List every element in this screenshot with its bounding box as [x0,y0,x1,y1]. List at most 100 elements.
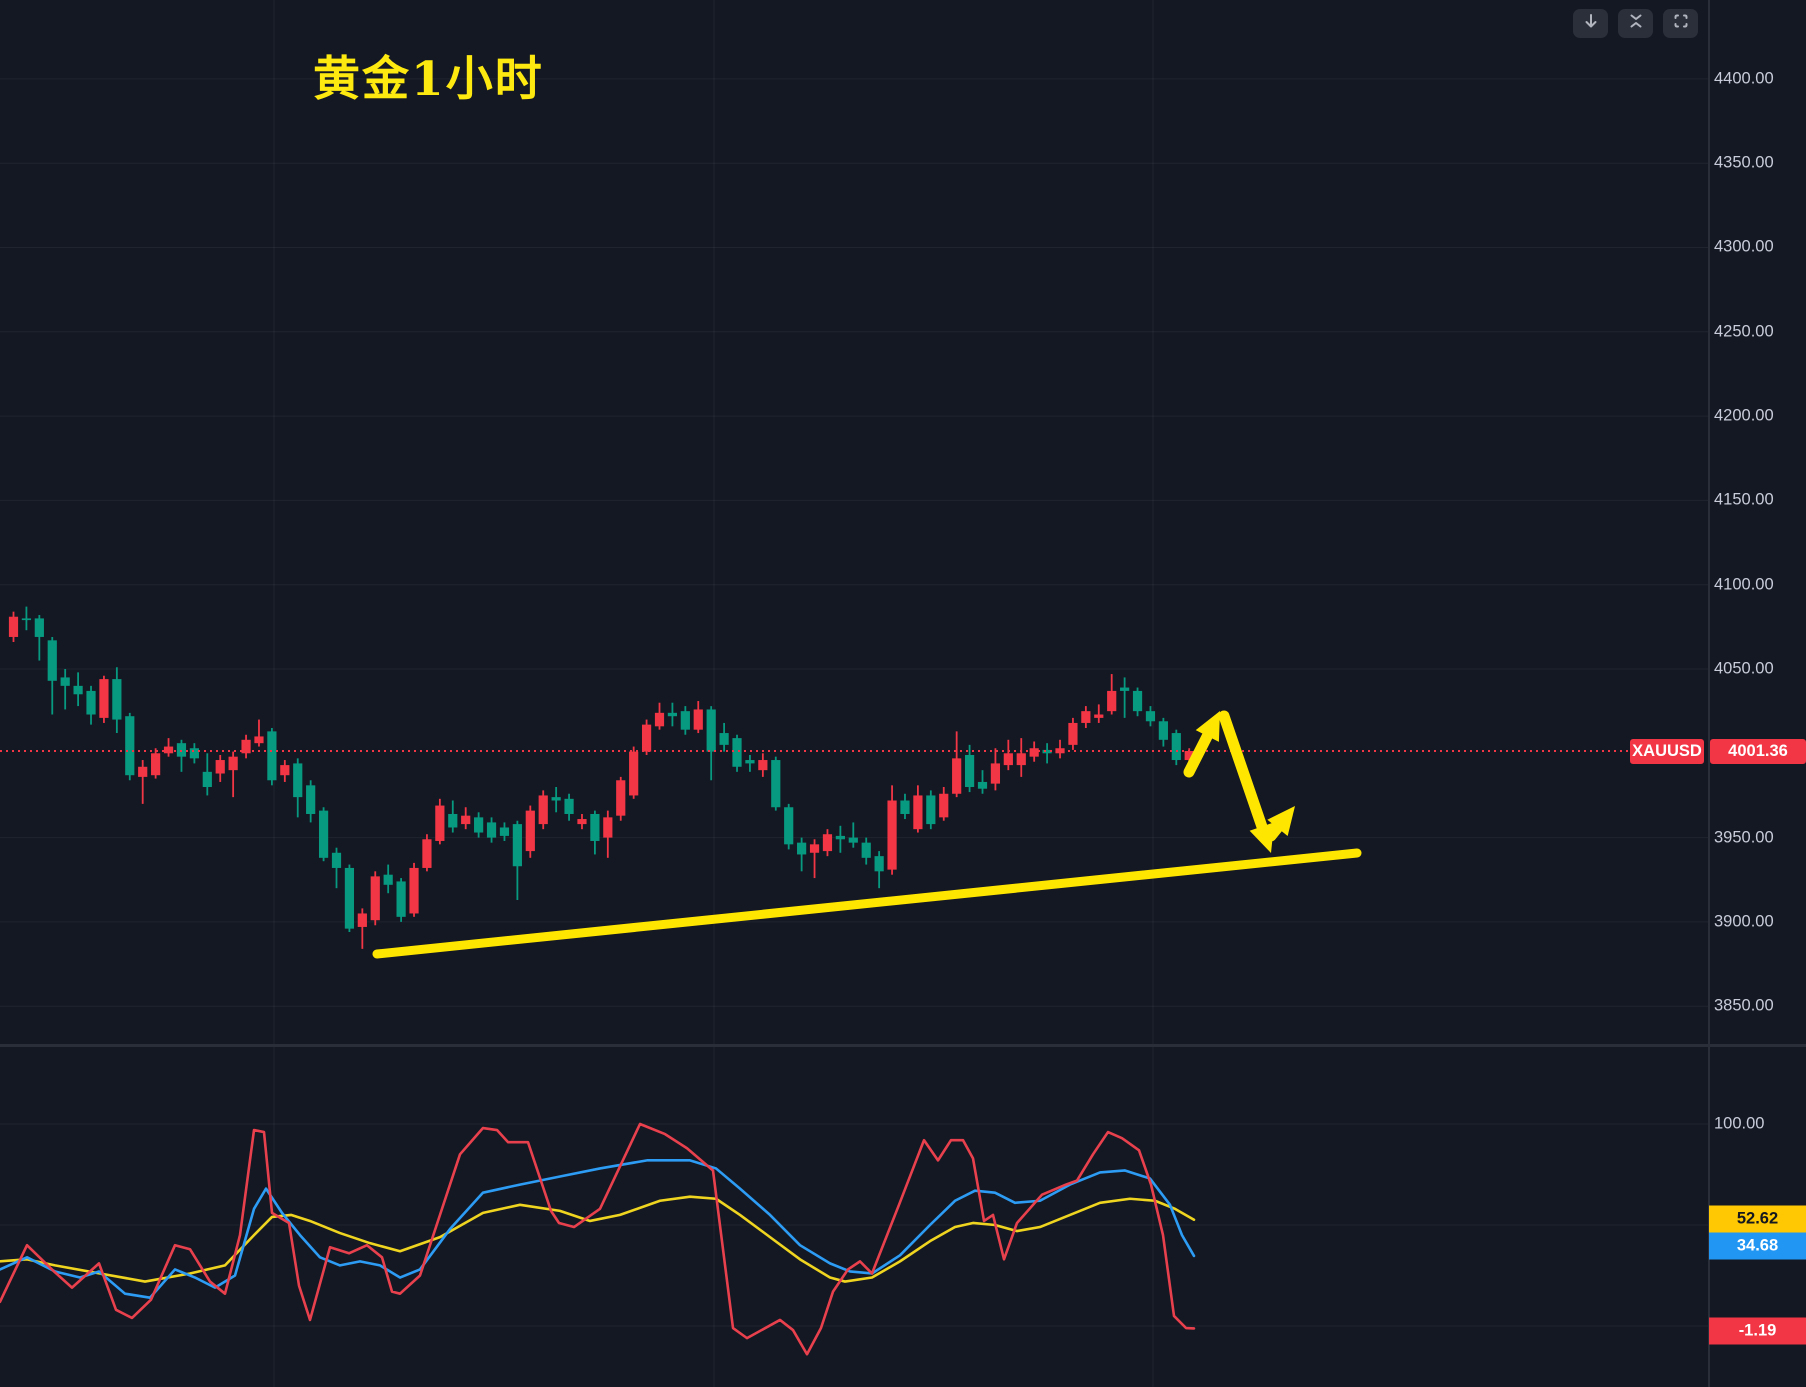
price-axis-label: 4200.00 [1714,406,1774,425]
candle-body-down [1158,721,1168,740]
candle-body-up [1003,753,1013,766]
candle-body-down [771,760,781,808]
scroll-to-recent-button[interactable] [1573,9,1608,38]
pane-toolbar [1573,9,1698,38]
candle-body-up [1184,751,1194,761]
candle-body-up [254,736,264,744]
candle-body-down [926,795,936,825]
candle-body-up [422,839,432,868]
candle-body-down [293,763,303,798]
candle-body-down [835,835,845,840]
price-axis-label: 4150.00 [1714,490,1774,509]
price-axis-label: 4300.00 [1714,237,1774,256]
indicator-line-yellow [0,1195,1196,1283]
candle-body-up [370,876,380,921]
candle-body-down [1145,711,1156,722]
candle-body-up [99,679,109,718]
candle-body-down [189,748,199,759]
price-axis-label: 4050.00 [1714,659,1774,678]
candle-body-down [499,827,510,836]
candle-body-down [732,738,742,767]
candle-body-down [267,731,277,781]
collapse-icon [1627,12,1645,35]
collapse-pane-button[interactable] [1618,9,1653,38]
candle-body-down [21,618,32,621]
candle-body-down [1120,687,1130,691]
pane-separator [0,1044,1806,1047]
candle-body-down [848,837,858,843]
indicator-line-blue [0,1159,1196,1300]
candle-body-up [641,724,652,752]
candle-body-down [331,852,342,868]
arrow-head-icon [1267,806,1295,836]
candle-body-up [1029,748,1039,757]
maximize-icon [1672,12,1690,35]
candle-body-down [202,771,212,788]
indicator-value-badge-red: -1.19 [1709,1317,1806,1345]
candle-body-down [396,881,406,917]
indicator-value-badge-blue: 34.68 [1709,1232,1806,1260]
candle-body-up [758,760,768,771]
arrow-shaft [1183,730,1213,778]
price-axis-label: 4400.00 [1714,69,1774,88]
candle-body-up [138,766,148,777]
candle-body-down [564,798,574,814]
candle-body-down [176,743,187,757]
price-axis[interactable] [1709,0,1806,1387]
candle-body-down [1171,733,1181,761]
candle-body-down [784,807,794,845]
candle-body-up [616,780,626,816]
candle-body-down [551,797,561,801]
arrow-head-icon [1249,822,1275,853]
candle-body-down [474,817,484,833]
candle-body-up [654,712,665,727]
price-axis-label: 3950.00 [1714,828,1774,847]
chart-title: 黄金1小时 [313,52,544,107]
candle-body-up [280,765,290,776]
candle-body-down [874,856,884,872]
candle-body-down [86,690,96,715]
candle-body-up [629,751,639,796]
candle-body-up [1016,753,1026,766]
symbol-price-tag: XAUUSD [1630,739,1704,764]
indicator-value-badge-yellow: 52.62 [1709,1205,1806,1233]
price-axis-label: 4100.00 [1714,575,1774,594]
candle-body-down [448,813,458,828]
candle-body-down [318,810,329,858]
candle-body-up [1068,722,1078,745]
candle-body-up [435,805,445,841]
arrow-down-icon [1582,12,1600,35]
indicator-axis-label-100: 100.00 [1714,1114,1765,1133]
candle-body-down [383,874,393,885]
candle-body-up [809,844,820,853]
candle-body-up [241,739,251,754]
candle-body-up [8,616,19,637]
candle-body-up [952,758,962,794]
candle-body-down [34,618,44,637]
candle-body-up [151,753,161,776]
candle-body-up [525,810,535,852]
candle-body-up [939,793,949,818]
price-axis-label: 3900.00 [1714,912,1774,931]
candle-body-up [1094,714,1104,718]
arrow-shaft [1218,710,1268,833]
candle-body-up [693,709,703,730]
candle-body-down [861,842,871,858]
candle-body-down [900,800,910,814]
candle-body-down [745,760,755,764]
candle-body-up [357,913,367,927]
candle-body-down [1132,690,1143,712]
maximize-pane-button[interactable] [1663,9,1698,38]
candle-body-down [977,781,988,789]
candle-body-down [680,711,690,730]
candle-body-up [538,795,548,825]
arrow-head-icon [1195,711,1220,742]
candle-body-down [1042,749,1052,754]
candle-body-down [306,785,316,814]
candle-body-down [344,867,355,929]
candle-body-down [512,824,522,867]
candle-body-up [461,815,471,825]
trendline-annotation [372,848,1362,959]
